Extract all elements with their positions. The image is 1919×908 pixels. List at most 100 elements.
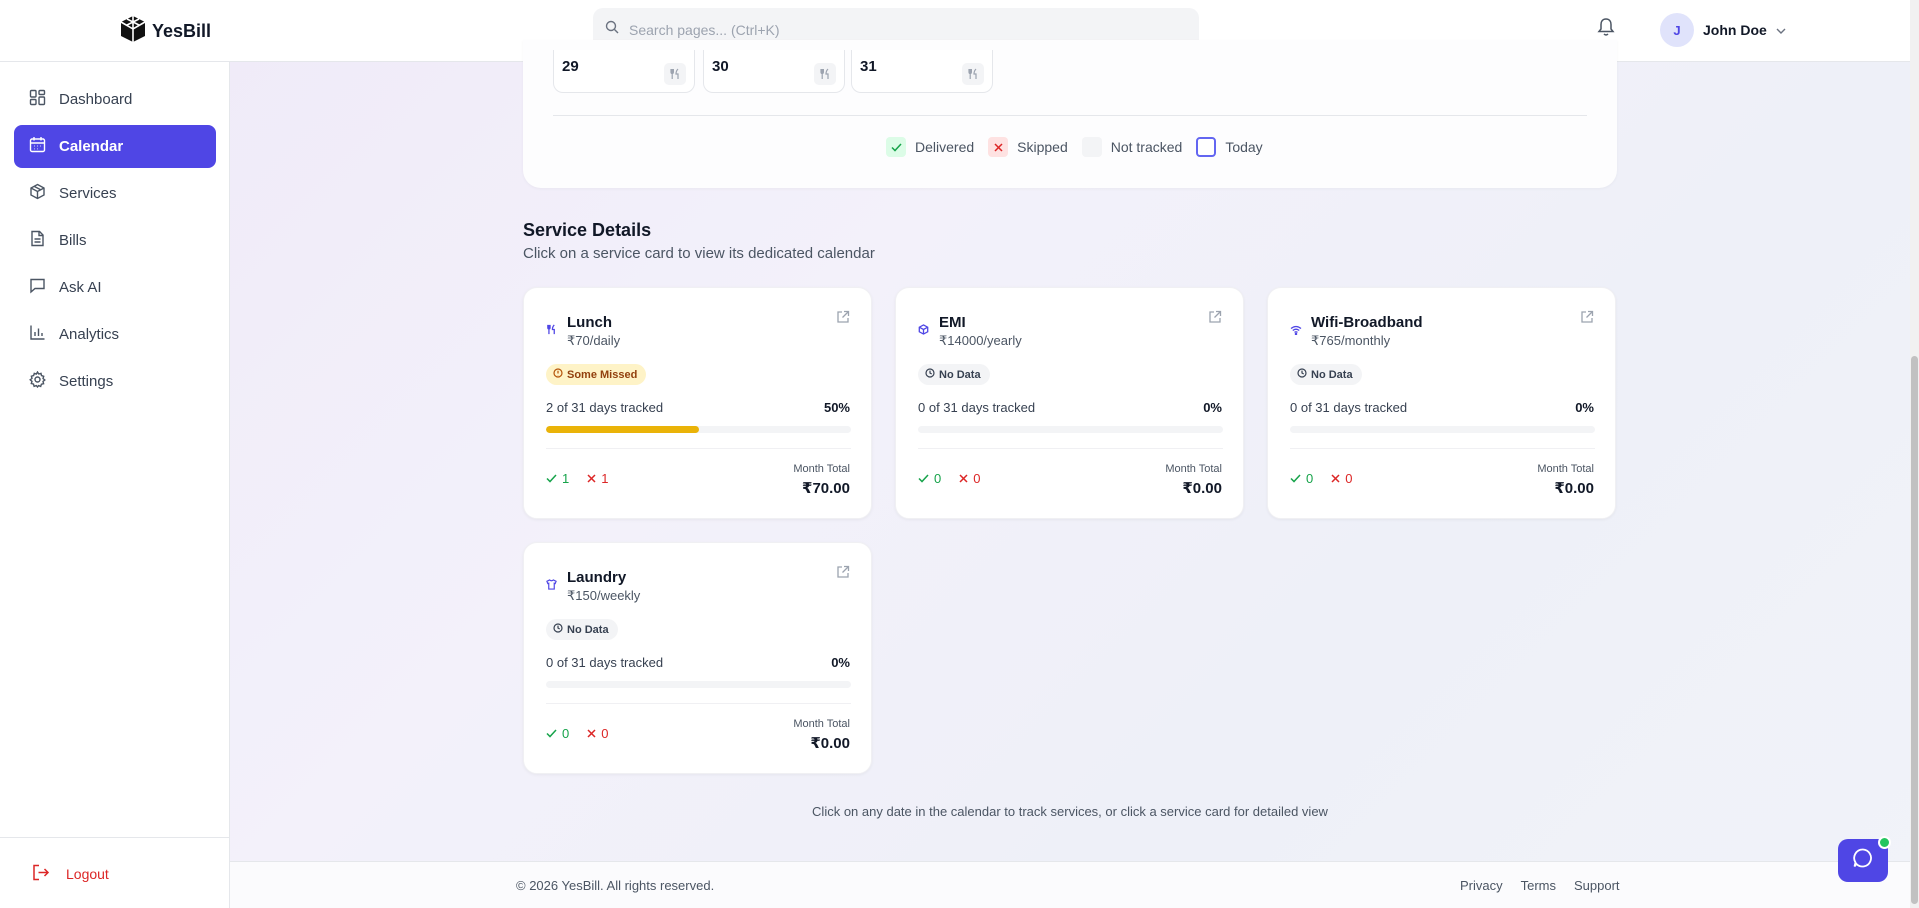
yesbill-logo-icon xyxy=(118,14,148,49)
external-link-icon[interactable] xyxy=(836,310,850,329)
sidebar-item-services[interactable]: Services xyxy=(14,172,216,215)
user-menu[interactable]: J John Doe xyxy=(1660,13,1786,47)
alert-circle-icon xyxy=(553,368,563,381)
avatar: J xyxy=(1660,13,1694,47)
month-total-label: Month Total xyxy=(793,463,850,475)
search-icon xyxy=(605,20,619,39)
footer-link-terms[interactable]: Terms xyxy=(1520,878,1557,893)
chat-bubble-icon xyxy=(1852,847,1874,874)
service-name: Laundry xyxy=(567,569,627,586)
logout-icon xyxy=(32,864,50,884)
clock-icon xyxy=(553,623,563,636)
progress-fill xyxy=(546,426,699,433)
sidebar: Dashboard Calendar Services Bills Ask AI… xyxy=(0,62,230,908)
calendar-day-cell[interactable]: 31 xyxy=(851,50,993,93)
hint-text: Click on any date in the calendar to tra… xyxy=(812,804,1328,819)
logout-label: Logout xyxy=(66,866,109,882)
dashboard-icon xyxy=(29,89,46,110)
copyright: © 2026 YesBill. All rights reserved. xyxy=(516,878,715,893)
month-total-label: Month Total xyxy=(1537,463,1594,475)
x-icon xyxy=(587,729,596,738)
bell-icon[interactable] xyxy=(1597,17,1615,42)
footer-link-privacy[interactable]: Privacy xyxy=(1460,878,1503,893)
divider xyxy=(1290,448,1595,449)
today-swatch xyxy=(1196,137,1217,157)
legend-label: Today xyxy=(1225,139,1263,155)
sidebar-item-settings[interactable]: Settings xyxy=(14,360,216,403)
clock-icon xyxy=(1297,368,1307,381)
day-number: 31 xyxy=(860,58,877,75)
legend-not-tracked: Not tracked xyxy=(1081,137,1183,157)
calendar-icon xyxy=(29,136,46,157)
sidebar-item-bills[interactable]: Bills xyxy=(14,219,216,262)
gear-icon xyxy=(29,370,46,392)
tracked-percent: 0% xyxy=(831,655,850,670)
sidebar-footer: Logout xyxy=(0,837,229,908)
calendar-day-cell[interactable]: 30 xyxy=(703,50,845,93)
sidebar-item-label: Ask AI xyxy=(59,279,102,296)
check-icon xyxy=(546,729,557,738)
wifi-icon xyxy=(1290,322,1302,340)
utensils-icon xyxy=(664,63,686,85)
delivered-count: 0 xyxy=(546,726,569,741)
x-icon xyxy=(988,137,1009,157)
service-name: Lunch xyxy=(567,314,612,331)
skipped-count: 0 xyxy=(587,726,608,741)
external-link-icon[interactable] xyxy=(1580,310,1594,329)
sidebar-item-label: Bills xyxy=(59,232,87,249)
status-counts: 1 1 xyxy=(546,471,608,486)
external-link-icon[interactable] xyxy=(836,565,850,584)
tracked-percent: 0% xyxy=(1575,400,1594,415)
user-name: John Doe xyxy=(1703,22,1767,38)
clock-icon xyxy=(925,368,935,381)
sidebar-item-analytics[interactable]: Analytics xyxy=(14,313,216,356)
search-input[interactable] xyxy=(629,21,1129,38)
check-icon xyxy=(546,474,557,483)
check-icon xyxy=(1290,474,1301,483)
legend-label: Not tracked xyxy=(1110,139,1183,155)
sidebar-item-dashboard[interactable]: Dashboard xyxy=(14,78,216,121)
skipped-count: 0 xyxy=(1331,471,1352,486)
x-icon xyxy=(959,474,968,483)
sidebar-item-calendar[interactable]: Calendar xyxy=(14,125,216,168)
service-card-lunch[interactable]: Lunch ₹70/daily Some Missed 2 of 31 days… xyxy=(523,287,872,519)
empty-swatch xyxy=(1081,137,1102,157)
month-total-value: ₹0.00 xyxy=(810,735,850,752)
skipped-count: 0 xyxy=(959,471,980,486)
logo[interactable]: YesBill xyxy=(118,14,211,49)
chat-button[interactable] xyxy=(1838,836,1891,882)
check-icon xyxy=(886,137,906,157)
calendar-day-cell[interactable]: 29 xyxy=(553,50,695,93)
sidebar-item-label: Settings xyxy=(59,373,114,390)
section-title: Service Details xyxy=(523,220,652,240)
legend-today: Today xyxy=(1196,137,1263,157)
progress-bar xyxy=(918,426,1223,433)
x-icon xyxy=(1331,474,1340,483)
footer-link-support[interactable]: Support xyxy=(1574,878,1620,893)
status-counts: 0 0 xyxy=(546,726,608,741)
tracked-percent: 50% xyxy=(823,400,850,415)
service-rate: ₹14000/yearly xyxy=(939,333,1022,348)
service-card-laundry[interactable]: Laundry ₹150/weekly No Data 0 of 31 days… xyxy=(523,542,872,774)
progress-bar xyxy=(1290,426,1595,433)
utensils-icon xyxy=(546,322,557,340)
scrollbar[interactable] xyxy=(1910,0,1919,908)
status-badge: No Data xyxy=(1290,364,1362,385)
progress-bar xyxy=(546,681,851,688)
tracked-text: 0 of 31 days tracked xyxy=(1290,400,1408,415)
scrollbar-thumb[interactable] xyxy=(1911,356,1918,904)
sidebar-item-label: Calendar xyxy=(59,138,124,155)
sidebar-item-ask-ai[interactable]: Ask AI xyxy=(14,266,216,309)
service-card-wifi-broadband[interactable]: Wifi-Broadband ₹765/monthly No Data 0 of… xyxy=(1267,287,1616,519)
legend-skipped: Skipped xyxy=(988,137,1068,157)
day-number: 29 xyxy=(562,58,579,75)
legend-delivered: Delivered xyxy=(886,137,974,157)
service-card-emi[interactable]: EMI ₹14000/yearly No Data 0 of 31 days t… xyxy=(895,287,1244,519)
legend-label: Delivered xyxy=(915,139,975,155)
skipped-count: 1 xyxy=(587,471,608,486)
month-total-value: ₹70.00 xyxy=(802,480,850,497)
external-link-icon[interactable] xyxy=(1208,310,1222,329)
shirt-icon xyxy=(546,577,557,595)
divider xyxy=(546,703,851,704)
logout-button[interactable]: Logout xyxy=(32,864,109,884)
